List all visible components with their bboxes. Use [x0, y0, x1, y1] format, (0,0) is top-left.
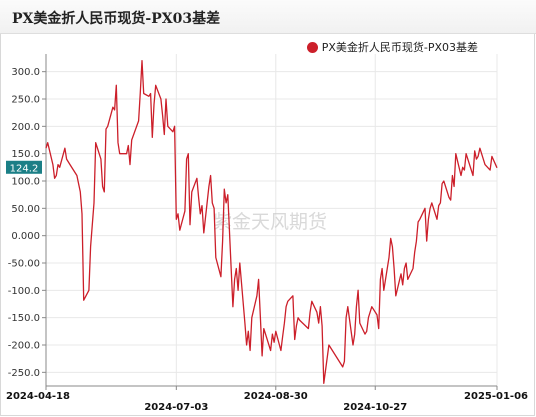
- legend-marker-icon: [306, 41, 318, 53]
- x-axis: 2024-04-18 2024-07-03 2024-08-30 2024-10-27…: [6, 385, 528, 413]
- y-tick-label: 0.000: [11, 231, 40, 242]
- legend-label: PX美金折人民币现货-PX03基差: [321, 41, 478, 54]
- chart-title: PX美金折人民币现货-PX03基差: [12, 11, 221, 27]
- x-tick-label: 2025-01-06: [464, 391, 528, 402]
- last-value-badge: 124.2: [6, 160, 42, 174]
- x-tick-label: 2024-04-18: [6, 391, 70, 402]
- title-bar: PX美金折人民币现货-PX03基差: [0, 0, 536, 34]
- x-tick-label: 2024-10-27: [343, 402, 407, 413]
- last-value-badge-bg: [6, 160, 42, 174]
- y-tick-label: 250.0: [11, 95, 40, 106]
- x-tick-label: 2024-08-30: [244, 391, 308, 402]
- y-tick-label: -150.0: [8, 313, 40, 324]
- grid-lines: [45, 54, 498, 386]
- y-tick-label: 150.0: [11, 149, 40, 160]
- y-tick-label: 50.00: [11, 204, 40, 215]
- series-line-0: [45, 60, 498, 384]
- y-tick-label: -250.0: [8, 368, 40, 379]
- last-value-label: 124.2: [10, 163, 39, 174]
- series-layer: [45, 60, 498, 384]
- watermark: 紫金天风期货: [213, 211, 327, 233]
- y-tick-label: 100.0: [11, 177, 40, 188]
- y-tick-label: -200.0: [8, 341, 40, 352]
- y-tick-label: 300.0: [11, 67, 40, 78]
- y-tick-label: -50.00: [8, 259, 40, 270]
- y-axis: -250.0 -200.0 -150.0 -100.0 -50.00 0.000 50.00…: [8, 54, 47, 386]
- legend[interactable]: PX美金折人民币现货-PX03基差: [306, 39, 478, 55]
- x-tick-label: 2024-07-03: [144, 402, 208, 413]
- y-tick-label: 200.0: [11, 122, 40, 133]
- y-tick-label: -100.0: [8, 286, 40, 297]
